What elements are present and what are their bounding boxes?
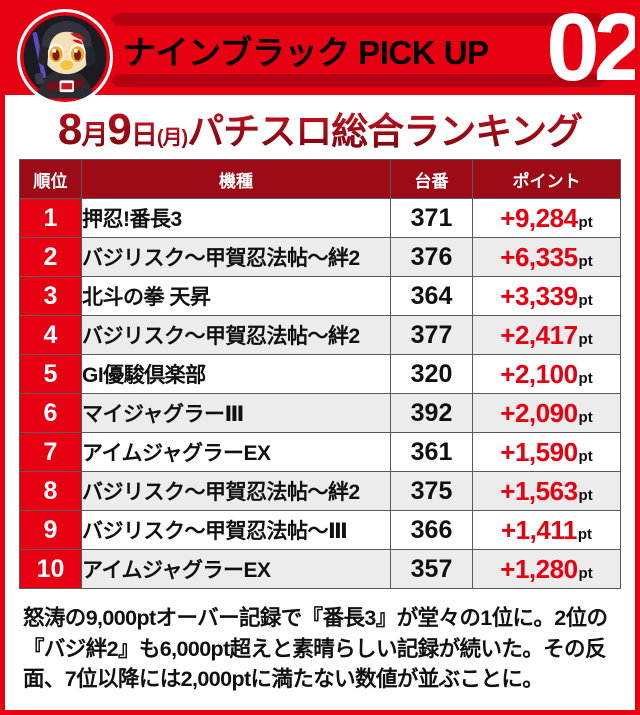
points-cell: +1,411pt [472, 510, 621, 550]
points-value: +3,339 [500, 280, 578, 311]
table-row: 4 バジリスク〜甲賀忍法帖〜絆2 377 +2,417pt [19, 315, 621, 355]
points-cell: +1,280pt [472, 549, 621, 589]
rank-value: 5 [19, 354, 82, 394]
rank-value: 4 [19, 315, 82, 355]
rank-value: 1 [19, 198, 82, 238]
points-cell: +9,284pt [472, 198, 621, 238]
machine-number: 320 [390, 354, 473, 394]
points-value: +1,411 [501, 514, 577, 545]
rank-value: 2 [19, 237, 82, 277]
points-value: +2,090 [500, 397, 578, 428]
table-row: 6 マイジャグラーⅢ 392 +2,090pt [19, 393, 621, 433]
points-unit: pt [578, 291, 593, 309]
title-day-number: 9 [107, 105, 132, 154]
points-cell: +6,335pt [472, 237, 621, 277]
table-row: 5 GI優駿倶楽部 320 +2,100pt [19, 354, 621, 394]
machine-name: 押忍!番長3 [81, 198, 391, 238]
title-month-unit: 月 [81, 120, 108, 150]
machine-name: GI優駿倶楽部 [81, 354, 391, 394]
points-cell: +1,563pt [472, 471, 621, 511]
column-header-points: ポイント [472, 159, 621, 199]
ranking-table-body: 1 押忍!番長3 371 +9,284pt 2 バジリスク〜甲賀忍法帖〜絆2 3… [19, 198, 621, 589]
title-day-unit: 日 [130, 120, 158, 150]
points-cell: +2,100pt [472, 354, 621, 394]
points-value: +6,335 [500, 241, 578, 272]
points-unit: pt [578, 330, 593, 348]
machine-name: アイムジャグラーEX [81, 432, 391, 472]
ranking-table-wrapper: 順位 機種 台番 ポイント 1 押忍!番長3 371 +9,284pt 2 バジ… [5, 159, 635, 589]
machine-number: 366 [390, 510, 473, 550]
points-value: +2,100 [500, 358, 578, 389]
table-header-row: 順位 機種 台番 ポイント [19, 159, 621, 199]
points-unit: pt [578, 486, 593, 504]
machine-number: 361 [390, 432, 473, 472]
column-header-number: 台番 [390, 159, 473, 199]
machine-name: バジリスク〜甲賀忍法帖〜Ⅲ [81, 510, 391, 550]
points-unit: pt [578, 213, 593, 231]
machine-name: 北斗の拳 天昇 [81, 276, 391, 316]
ninja-character-avatar-icon [17, 9, 113, 105]
rank-value: 9 [19, 510, 82, 550]
table-row: 7 アイムジャグラーEX 361 +1,590pt [19, 432, 621, 472]
machine-number: 392 [390, 393, 473, 433]
rank-value: 3 [19, 276, 82, 316]
points-unit: pt [578, 369, 593, 387]
points-value: +1,563 [500, 475, 578, 506]
points-unit: pt [578, 564, 593, 582]
column-header-rank: 順位 [19, 159, 82, 199]
title-subject: パチスロ総合ランキング [187, 111, 583, 152]
column-header-machine: 機種 [81, 159, 391, 199]
points-unit: pt [578, 447, 593, 465]
machine-number: 371 [390, 198, 473, 238]
date-ranking-title: 8月9日(月)パチスロ総合ランキング [5, 95, 635, 159]
table-row: 9 バジリスク〜甲賀忍法帖〜Ⅲ 366 +1,411pt [19, 510, 621, 550]
table-row: 10 アイムジャグラーEX 357 +1,280pt [19, 549, 621, 589]
points-unit: pt [578, 408, 593, 426]
points-value: +1,590 [500, 436, 578, 467]
title-weekday: (月) [156, 127, 188, 149]
machine-name: バジリスク〜甲賀忍法帖〜絆2 [81, 237, 391, 277]
table-row: 1 押忍!番長3 371 +9,284pt [19, 198, 621, 238]
points-cell: +3,339pt [472, 276, 621, 316]
decor-band-bottom [120, 74, 595, 87]
machine-number: 357 [390, 549, 473, 589]
machine-number: 376 [390, 237, 473, 277]
points-cell: +1,590pt [472, 432, 621, 472]
rank-value: 7 [19, 432, 82, 472]
machine-number: 375 [390, 471, 473, 511]
rank-value: 8 [19, 471, 82, 511]
machine-number: 377 [390, 315, 473, 355]
points-cell: +2,417pt [472, 315, 621, 355]
machine-number: 364 [390, 276, 473, 316]
table-row: 8 バジリスク〜甲賀忍法帖〜絆2 375 +1,563pt [19, 471, 621, 511]
points-unit: pt [577, 525, 592, 543]
points-value: +1,280 [500, 553, 578, 584]
points-cell: +2,090pt [472, 393, 621, 433]
rank-value: 10 [19, 549, 82, 589]
machine-name: バジリスク〜甲賀忍法帖〜絆2 [81, 315, 391, 355]
rank-value: 6 [19, 393, 82, 433]
issue-number: 02 [546, 0, 640, 102]
points-value: +9,284 [500, 202, 578, 233]
summary-comment: 怒涛の9,000ptオーバー記録で『番長3』が堂々の1位に。2位の『バジ絆2』も… [23, 606, 608, 692]
table-row: 3 北斗の拳 天昇 364 +3,339pt [19, 276, 621, 316]
header-banner: ナインブラック PICK UP 02 [5, 5, 635, 105]
table-row: 2 バジリスク〜甲賀忍法帖〜絆2 376 +6,335pt [19, 237, 621, 277]
decor-band-top [120, 13, 595, 26]
title-month-number: 8 [57, 105, 83, 154]
ranking-table: 順位 機種 台番 ポイント 1 押忍!番長3 371 +9,284pt 2 バジ… [19, 159, 621, 589]
machine-name: マイジャグラーⅢ [81, 393, 391, 433]
machine-name: バジリスク〜甲賀忍法帖〜絆2 [81, 471, 391, 511]
points-unit: pt [578, 252, 593, 270]
points-value: +2,417 [500, 319, 578, 350]
page-title: ナインブラック PICK UP [123, 34, 489, 71]
machine-name: アイムジャグラーEX [81, 549, 391, 589]
